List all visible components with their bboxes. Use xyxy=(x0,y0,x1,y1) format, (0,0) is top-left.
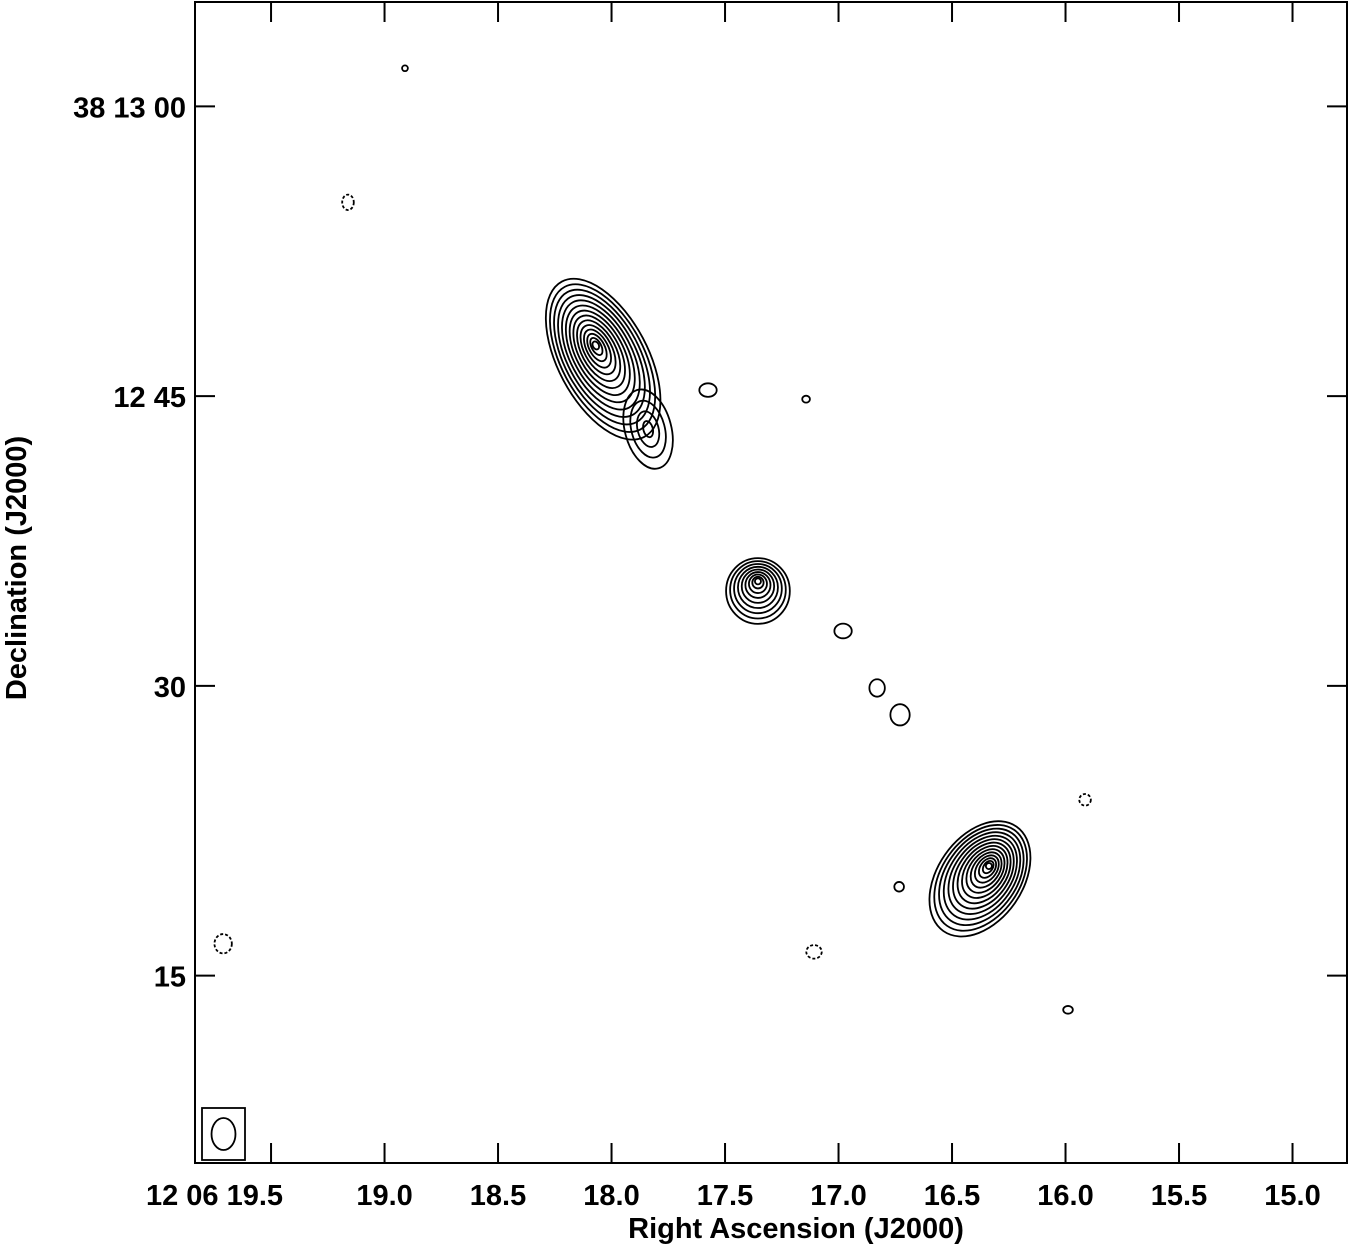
contour-level xyxy=(568,309,631,396)
contour-level xyxy=(622,388,674,470)
contour-level xyxy=(629,399,667,459)
contour-level xyxy=(984,862,993,871)
contour-level xyxy=(981,859,995,875)
contour-level xyxy=(938,827,1025,927)
y-tick-label: 38 13 00 xyxy=(73,92,186,124)
contour-level xyxy=(737,565,779,609)
contour-level xyxy=(725,557,791,625)
contour-level xyxy=(751,575,765,590)
positive-contour xyxy=(833,622,853,640)
y-tick-label: 12 45 xyxy=(113,382,186,414)
contour-level xyxy=(564,304,636,404)
x-tick-label: 18.5 xyxy=(470,1180,526,1212)
negative-contour xyxy=(805,944,823,960)
x-tick-label: 16.5 xyxy=(924,1180,980,1212)
contour-level xyxy=(748,573,768,594)
positive-contour xyxy=(698,382,718,398)
contour-level xyxy=(576,319,622,382)
positive-contour xyxy=(1062,1005,1074,1015)
contour-level xyxy=(544,277,662,441)
positive-contour xyxy=(868,678,886,698)
contour-level xyxy=(589,336,604,356)
contour-level xyxy=(729,560,787,620)
negative-contour xyxy=(213,933,233,955)
contour-level xyxy=(583,328,612,369)
positive-contour xyxy=(889,703,911,727)
x-tick-label: 16.0 xyxy=(1037,1180,1093,1212)
contour-level xyxy=(740,568,776,604)
x-tick-label: 15.5 xyxy=(1151,1180,1207,1212)
contour-level xyxy=(636,410,661,448)
southern-lobe xyxy=(928,820,1032,938)
negative-contour xyxy=(341,193,355,211)
y-tick-label: 30 xyxy=(154,672,186,704)
contour-level xyxy=(956,841,1012,905)
contour-level xyxy=(933,824,1028,932)
contour-level xyxy=(928,820,1032,938)
contour-level xyxy=(965,848,1006,894)
x-tick-label: 17.0 xyxy=(810,1180,866,1212)
y-tick-label: 15 xyxy=(154,962,186,994)
y-axis-label: Declination (J2000) xyxy=(1,436,33,700)
contour-level xyxy=(973,854,1000,884)
plot-frame xyxy=(194,1,1348,1164)
northern-lobe-knot xyxy=(622,388,674,470)
contour-level xyxy=(744,571,772,599)
beam-box xyxy=(201,1107,246,1161)
contour-level xyxy=(754,577,762,586)
positive-contour xyxy=(401,64,409,73)
contour-level xyxy=(561,299,641,411)
contour-level xyxy=(947,834,1018,915)
contour-level xyxy=(549,283,657,433)
x-tick-label: 15.0 xyxy=(1264,1180,1320,1212)
beam-ellipse xyxy=(210,1117,237,1151)
contour-level xyxy=(572,314,626,389)
contour-level xyxy=(733,563,783,615)
contour-level xyxy=(591,340,601,351)
contour-level xyxy=(952,838,1015,910)
contour-level xyxy=(961,845,1009,899)
x-tick-label: 17.5 xyxy=(697,1180,753,1212)
negative-contour xyxy=(1078,793,1092,807)
contour-level xyxy=(978,857,998,879)
x-tick-label: 12 06 19.5 xyxy=(146,1180,283,1212)
contour-level xyxy=(586,332,608,363)
contour-level xyxy=(557,294,646,418)
x-tick-label: 19.0 xyxy=(356,1180,412,1212)
contour-level xyxy=(642,420,655,439)
core xyxy=(725,557,791,625)
northern-lobe xyxy=(544,277,662,441)
contour-level xyxy=(579,324,617,376)
x-axis-label: Right Ascension (J2000) xyxy=(628,1213,964,1245)
contour-level xyxy=(942,831,1022,921)
positive-contour xyxy=(801,394,811,404)
x-tick-label: 18.0 xyxy=(583,1180,639,1212)
contour-level xyxy=(969,851,1003,889)
positive-contour xyxy=(893,881,905,893)
